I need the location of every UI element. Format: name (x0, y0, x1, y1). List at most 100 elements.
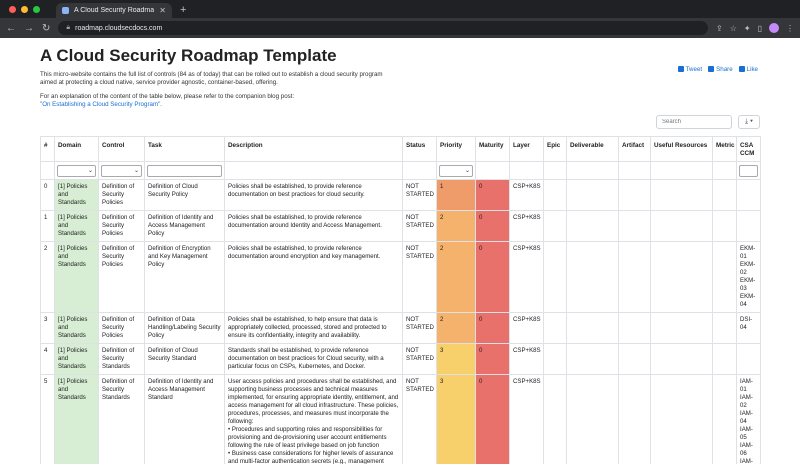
column-header[interactable]: Metric (712, 136, 737, 162)
menu-kebab-icon[interactable]: ⋮ (786, 23, 794, 33)
tweet-label: Tweet (685, 66, 703, 73)
new-tab-icon[interactable]: + (180, 4, 187, 16)
column-header[interactable]: Artifact (618, 136, 651, 162)
metric-cell (712, 343, 737, 375)
column-header[interactable]: # (40, 136, 55, 162)
domain-filter-select[interactable]: ⌄ (57, 164, 96, 177)
column-header[interactable]: Epic (543, 136, 567, 162)
domain-cell: [1] Policies and Standards (54, 374, 99, 464)
table-row: 4 [1] Policies and Standards Definition of… (40, 343, 761, 375)
favicon-icon (62, 7, 69, 14)
control-cell: Definition of Security Policies (98, 312, 145, 344)
share-icon[interactable]: ⇪ (716, 23, 723, 33)
task-filter-input[interactable] (147, 164, 222, 177)
ccm-cell (736, 179, 761, 211)
column-header[interactable]: Task (144, 136, 225, 162)
share-button[interactable]: Share (708, 66, 733, 73)
roadmap-table: # Domain Control Task Description Status Prior… (40, 136, 761, 464)
column-header[interactable]: Useful Resources (650, 136, 713, 162)
domain-cell: [1] Policies and Standards (54, 210, 99, 242)
control-cell: Definition of Security Standards (98, 374, 145, 464)
filter-cell (736, 161, 761, 180)
ccm-filter-input[interactable] (739, 164, 758, 177)
like-button[interactable]: Like (738, 66, 758, 73)
facebook-icon (738, 66, 745, 72)
tab-title: A Cloud Security Roadmap Tem (74, 7, 155, 14)
column-header[interactable]: Deliverable (566, 136, 619, 162)
status-cell: NOT STARTED (402, 343, 437, 375)
priority-cell: 3 (436, 343, 476, 375)
metric-cell (712, 374, 737, 464)
profile-avatar[interactable] (769, 23, 779, 33)
priority-filter-select[interactable]: ⌄ (439, 164, 473, 177)
sidebar-icon[interactable]: ▯ (757, 23, 762, 33)
lock-icon: 🔒︎ (66, 24, 71, 31)
tweet-button[interactable]: Tweet (677, 66, 703, 73)
status-cell: NOT STARTED (402, 241, 437, 313)
explanation-text: For an explanation of the content of the… (40, 93, 295, 100)
maximize-window-button[interactable] (33, 6, 40, 13)
status-cell: NOT STARTED (402, 312, 437, 344)
column-header[interactable]: Layer (509, 136, 544, 162)
row-id: 5 (40, 374, 55, 464)
resources-cell (650, 210, 713, 242)
column-header[interactable]: Priority (436, 136, 476, 162)
row-id: 3 (40, 312, 55, 344)
artifact-cell (618, 312, 651, 344)
column-header[interactable]: Domain (54, 136, 99, 162)
bookmark-star-icon[interactable]: ☆ (729, 23, 737, 33)
filter-cell (566, 161, 619, 180)
roadmap-table-container: # Domain Control Task Description Status Prior… (40, 136, 761, 464)
filter-cell (650, 161, 713, 180)
explanation-block: For an explanation of the content of the… (40, 93, 760, 109)
close-window-button[interactable] (9, 6, 16, 13)
artifact-cell (618, 241, 651, 313)
extensions-icon[interactable]: ✦ (743, 23, 751, 33)
column-header[interactable]: Control (98, 136, 145, 162)
control-cell: Definition of Security Policies (98, 241, 145, 313)
priority-cell: 2 (436, 241, 476, 313)
description-cell: Standards shall be established, to provi… (224, 343, 403, 375)
artifact-cell (618, 179, 651, 211)
description-cell: User access policies and procedures shal… (224, 374, 403, 464)
deliverable-cell (566, 312, 619, 344)
table-body: 0 [1] Policies and Standards Definition of… (40, 179, 761, 464)
reload-icon[interactable]: ↻ (42, 22, 51, 34)
ccm-cell: EKM-01 EKM-02 EKM-03 EKM-04 (736, 241, 761, 313)
close-tab-icon[interactable]: ✕ (159, 6, 166, 15)
linkedin-icon (708, 66, 715, 72)
filter-cell (543, 161, 567, 180)
page-content: A Cloud Security Roadmap Template This m… (0, 38, 800, 109)
layer-cell: CSP+K8S (509, 210, 544, 242)
column-header[interactable]: Maturity (475, 136, 510, 162)
filter-cell (475, 161, 510, 180)
blog-post-link[interactable]: "On Establishing a Cloud Security Progra… (40, 101, 163, 108)
search-input[interactable] (656, 115, 732, 129)
maturity-cell: 0 (475, 343, 510, 375)
browser-tab[interactable]: A Cloud Security Roadmap Tem ✕ (56, 3, 172, 18)
task-cell: Definition of Cloud Security Standard (144, 343, 225, 375)
column-header[interactable]: Status (402, 136, 437, 162)
filter-cell (712, 161, 737, 180)
deliverable-cell (566, 374, 619, 464)
address-bar[interactable]: 🔒︎ roadmap.cloudsecdocs.com (58, 21, 709, 35)
filter-cell (509, 161, 544, 180)
filter-cell (40, 161, 55, 180)
back-icon[interactable]: ← (6, 22, 16, 34)
column-header[interactable]: Description (224, 136, 403, 162)
export-button[interactable]: ⤓ ▾ (738, 115, 760, 129)
url-text: roadmap.cloudsecdocs.com (75, 24, 163, 32)
description-cell: Policies shall be established, to help e… (224, 312, 403, 344)
minimize-window-button[interactable] (21, 6, 28, 13)
column-header[interactable]: CSA CCM (736, 136, 761, 162)
filter-cell: ⌄ (98, 161, 145, 180)
control-filter-select[interactable]: ⌄ (101, 164, 142, 177)
filter-cell (224, 161, 403, 180)
status-cell: NOT STARTED (402, 210, 437, 242)
task-cell: Definition of Cloud Security Policy (144, 179, 225, 211)
forward-icon[interactable]: → (24, 22, 34, 34)
twitter-icon (677, 66, 684, 72)
window-controls (9, 6, 40, 13)
share-label: Share (716, 66, 733, 73)
